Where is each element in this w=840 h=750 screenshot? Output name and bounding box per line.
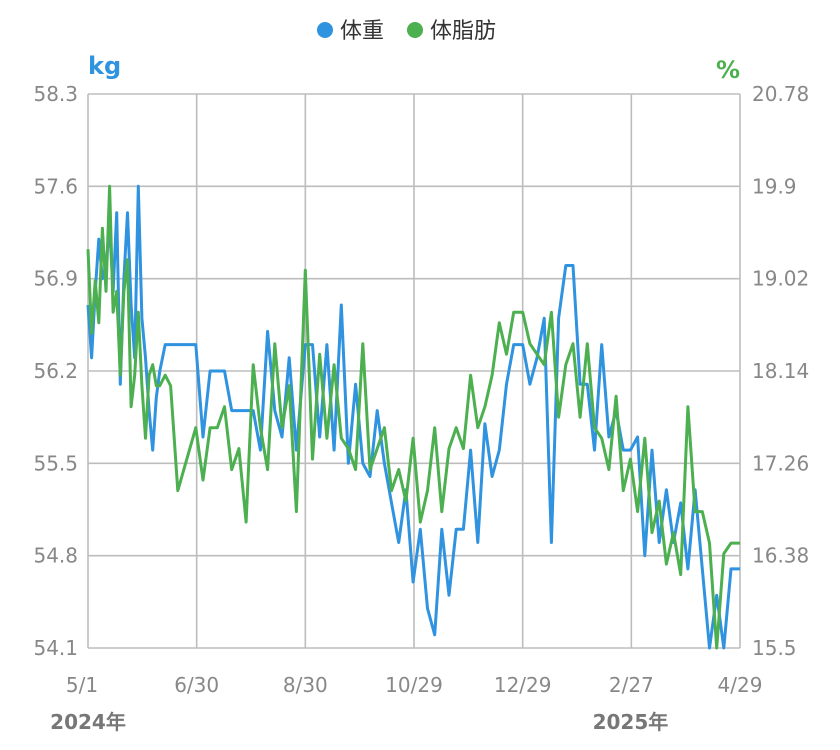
left-axis-tick-label: 54.8 [33, 544, 78, 568]
right-axis-tick-label: 18.14 [752, 359, 809, 383]
legend-label-body-fat: 体脂肪 [430, 19, 496, 44]
right-axis-unit: % [716, 56, 740, 84]
left-axis-tick-label: 58.3 [33, 82, 78, 106]
x-axis-ticks: 5/1 6/30 8/30 10/29 12/29 2/27 4/29 [66, 673, 763, 697]
right-axis-tick-label: 19.9 [752, 174, 797, 198]
x-axis-tick-label: 4/29 [718, 673, 763, 697]
left-axis-tick-label: 54.1 [33, 636, 78, 660]
left-axis-tick-label: 57.6 [33, 174, 78, 198]
left-axis-tick-label: 56.9 [33, 267, 78, 291]
right-axis-ticks: 20.78 19.9 19.02 18.14 17.26 16.38 15.5 [752, 82, 809, 660]
legend-label-weight: 体重 [340, 19, 384, 44]
right-axis-tick-label: 17.26 [752, 451, 809, 475]
legend-marker-weight [317, 22, 333, 38]
x-axis-tick-label: 2/27 [609, 673, 654, 697]
right-axis-tick-label: 16.38 [752, 544, 809, 568]
right-axis-tick-label: 15.5 [752, 636, 797, 660]
year-label: 2025年 [593, 710, 669, 734]
right-axis-tick-label: 19.02 [752, 267, 809, 291]
left-axis-tick-label: 55.5 [33, 451, 78, 475]
x-axis-tick-label: 6/30 [174, 673, 219, 697]
plot-lines [86, 184, 740, 650]
x-axis-tick-label: 12/29 [494, 673, 552, 697]
series-line-body-fat [86, 184, 740, 650]
x-axis-tick-label: 5/1 [66, 673, 98, 697]
legend-marker-body-fat [407, 22, 423, 38]
year-label: 2024年 [50, 710, 126, 734]
year-labels: 2024年 2025年 [50, 710, 668, 734]
x-axis-tick-label: 10/29 [385, 673, 443, 697]
right-axis-tick-label: 20.78 [752, 82, 809, 106]
left-axis-unit: kg [88, 52, 121, 80]
legend[interactable]: 体重 体脂肪 [317, 19, 496, 44]
left-axis-tick-label: 56.2 [33, 359, 78, 383]
left-axis-ticks: 58.3 57.6 56.9 56.2 55.5 54.8 54.1 [33, 82, 78, 660]
x-axis-tick-label: 8/30 [283, 673, 328, 697]
